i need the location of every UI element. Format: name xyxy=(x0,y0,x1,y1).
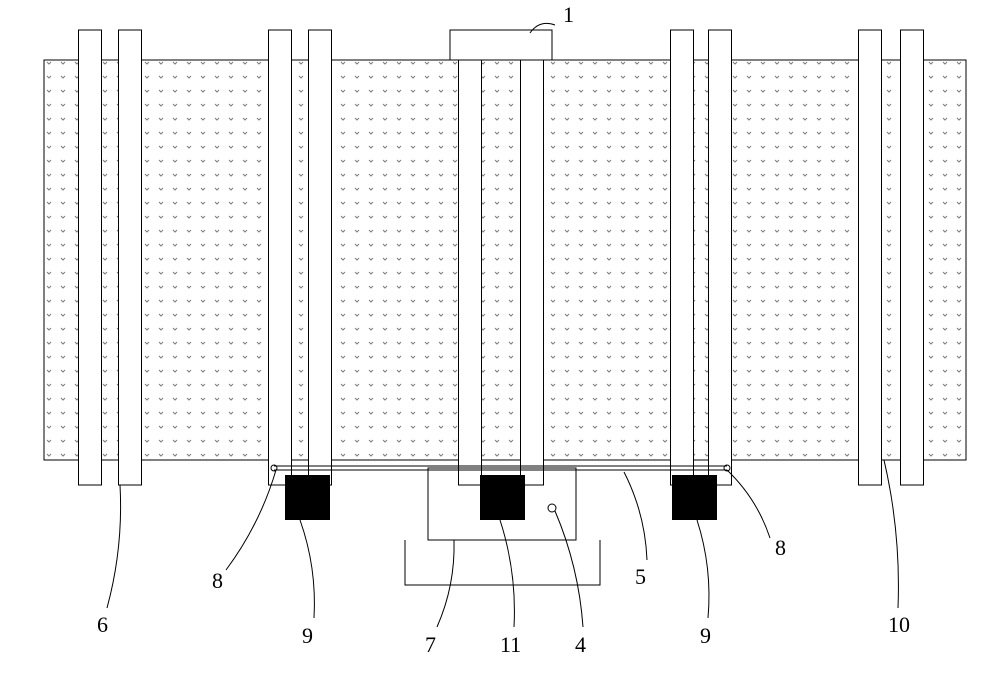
label-6: 6 xyxy=(97,612,108,637)
vertical-bar-4 xyxy=(459,30,482,485)
label-1: 1 xyxy=(563,2,574,27)
vertical-bar-2 xyxy=(269,30,292,485)
black-square-right xyxy=(672,475,717,520)
vertical-bar-7 xyxy=(709,30,732,485)
label-9b: 9 xyxy=(700,623,711,648)
vertical-bar-8 xyxy=(859,30,882,485)
vertical-bar-3 xyxy=(309,30,332,485)
label-11: 11 xyxy=(500,632,521,657)
vertical-bar-5 xyxy=(521,30,544,485)
label-5: 5 xyxy=(635,564,646,589)
vertical-bar-6 xyxy=(671,30,694,485)
black-square-left xyxy=(285,475,330,520)
label-4: 4 xyxy=(575,632,586,657)
label-10: 10 xyxy=(888,612,910,637)
vertical-bar-0 xyxy=(79,30,102,485)
label-9: 9 xyxy=(302,623,313,648)
label-7: 7 xyxy=(425,632,436,657)
label-8: 8 xyxy=(212,568,223,593)
black-square-center xyxy=(480,475,525,520)
top-tab xyxy=(450,30,552,60)
vertical-bar-9 xyxy=(901,30,924,485)
label-8b: 8 xyxy=(775,535,786,560)
vertical-bar-1 xyxy=(119,30,142,485)
textured-body xyxy=(44,60,966,460)
